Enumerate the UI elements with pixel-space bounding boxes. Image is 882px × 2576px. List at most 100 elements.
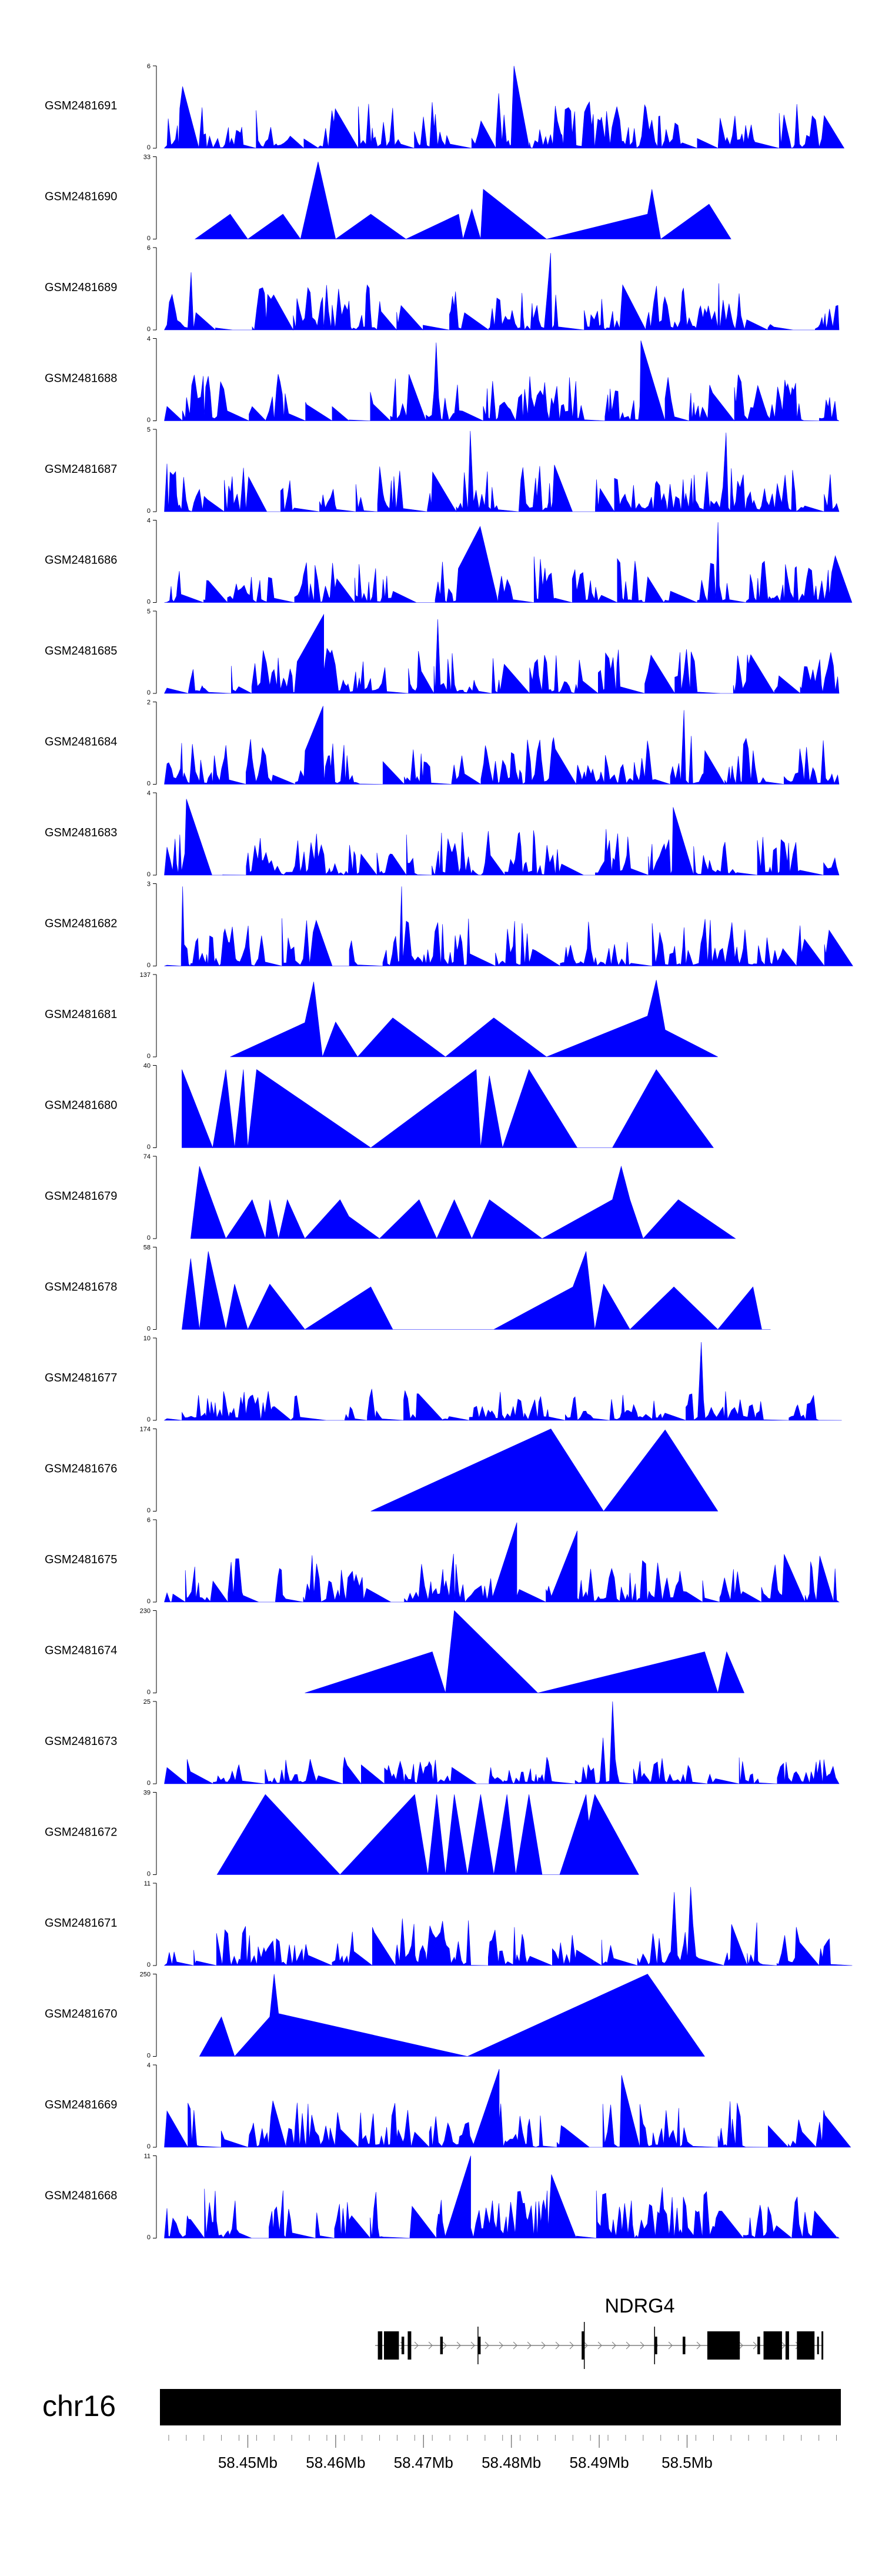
y-min-label: 0 [147, 1961, 151, 1968]
strand-arrow [442, 2341, 447, 2350]
gene-exon [401, 2337, 405, 2354]
chromosome-track: chr16 [42, 2389, 841, 2425]
track-label: GSM2481671 [45, 1917, 117, 1930]
gene-exon [785, 2331, 789, 2360]
gene-annotation-track: NDRG4 [375, 2295, 824, 2369]
track-label: GSM2481689 [45, 281, 117, 294]
y-min-label: 0 [147, 235, 151, 242]
gene-exon [407, 2331, 412, 2360]
y-min-label: 0 [147, 2234, 151, 2241]
signal-area [305, 1610, 745, 1694]
y-max-label: 250 [140, 1971, 151, 1978]
x-axis-tick-label: 58.49Mb [570, 2454, 629, 2471]
y-min-label: 0 [147, 1507, 151, 1514]
x-axis: 58.45Mb 58.46Mb 58.47Mb 58.48Mb 58.49Mb 58.5M… [168, 2435, 837, 2471]
track-GSM2481676: GSM2481676 174 0 [45, 1426, 719, 1514]
track-GSM2481677: GSM2481677 10 0 [45, 1335, 842, 1423]
gene-exon [377, 2331, 383, 2360]
track-label: GSM2481687 [45, 463, 117, 476]
track-GSM2481682: GSM2481682 3 0 [45, 881, 853, 969]
gene-exon [757, 2337, 760, 2354]
strand-arrow [569, 2341, 574, 2350]
track-GSM2481683: GSM2481683 4 0 [45, 790, 840, 878]
signal-area [199, 1974, 705, 2057]
signal-area [164, 253, 840, 331]
track-label: GSM2481676 [45, 1463, 117, 1476]
track-GSM2481670: GSM2481670 250 0 [45, 1971, 705, 2060]
strand-arrow [527, 2341, 532, 2350]
y-min-label: 0 [147, 1416, 151, 1423]
y-max-label: 4 [147, 790, 151, 797]
signal-area [164, 431, 840, 513]
strand-arrow [640, 2341, 644, 2350]
track-GSM2481669: GSM2481669 4 0 [45, 2062, 851, 2150]
track-label: GSM2481682 [45, 917, 117, 930]
signal-area [164, 522, 853, 603]
track-label: GSM2481672 [45, 1826, 117, 1839]
x-axis-tick-label: 58.45Mb [218, 2454, 278, 2471]
chromosome-label: chr16 [42, 2390, 116, 2422]
track-GSM2481684: GSM2481684 2 0 [45, 699, 840, 788]
gene-exon [821, 2331, 824, 2360]
strand-arrow [470, 2341, 475, 2350]
y-max-label: 137 [140, 972, 151, 979]
strand-arrow [612, 2341, 616, 2350]
signal-area [163, 1887, 853, 1967]
track-label: GSM2481681 [45, 1008, 117, 1021]
y-max-label: 230 [140, 1608, 151, 1615]
track-GSM2481680: GSM2481680 40 0 [45, 1063, 714, 1151]
strand-arrow [456, 2341, 461, 2350]
track-GSM2481690: GSM2481690 33 0 [45, 154, 731, 242]
signal-tracks: GSM248169160GSM2481690330GSM248168960GSM… [45, 63, 853, 2241]
y-max-label: 58 [143, 1244, 151, 1252]
track-label: GSM2481679 [45, 1190, 117, 1203]
signal-area [182, 1069, 714, 1149]
y-min-label: 0 [147, 144, 151, 151]
x-axis-tick-label: 58.46Mb [306, 2454, 365, 2471]
signal-area [163, 65, 845, 149]
x-axis-tick-label: 58.48Mb [482, 2454, 541, 2471]
strand-arrow [555, 2341, 560, 2350]
track-GSM2481673: GSM2481673 25 0 [45, 1699, 840, 1787]
y-max-label: 11 [144, 2153, 151, 2160]
track-label: GSM2481680 [45, 1099, 117, 1112]
track-GSM2481675: GSM2481675 6 0 [45, 1517, 840, 1605]
track-GSM2481672: GSM2481672 39 0 [45, 1790, 639, 1878]
y-max-label: 6 [147, 1517, 151, 1524]
y-min-label: 0 [147, 962, 151, 969]
signal-area [164, 2068, 851, 2148]
y-min-label: 0 [147, 599, 151, 606]
y-min-label: 0 [147, 508, 151, 515]
track-GSM2481679: GSM2481679 74 0 [45, 1153, 736, 1242]
signal-area [164, 799, 840, 876]
track-GSM2481685: GSM2481685 5 0 [45, 608, 840, 696]
track-label: GSM2481675 [45, 1553, 117, 1566]
y-min-label: 0 [147, 1144, 151, 1151]
y-max-label: 5 [147, 608, 151, 615]
gene-exon [817, 2337, 819, 2354]
y-max-label: 4 [147, 518, 151, 525]
y-min-label: 0 [147, 1326, 151, 1333]
y-max-label: 4 [147, 2062, 151, 2069]
signal-area [190, 1165, 736, 1239]
chromosome-ideogram [160, 2389, 841, 2425]
y-max-label: 6 [147, 63, 151, 70]
y-min-label: 0 [147, 326, 151, 333]
gene-exon [440, 2337, 443, 2354]
track-GSM2481678: GSM2481678 58 0 [45, 1244, 771, 1333]
track-label: GSM2481678 [45, 1281, 117, 1294]
track-label: GSM2481677 [45, 1372, 117, 1384]
y-max-label: 10 [143, 1335, 151, 1342]
signal-area [164, 886, 853, 967]
y-max-label: 25 [143, 1699, 151, 1706]
y-min-label: 0 [147, 2053, 151, 2060]
track-label: GSM2481690 [45, 191, 117, 203]
strand-arrow [753, 2341, 757, 2350]
y-max-label: 2 [147, 699, 151, 706]
y-min-label: 0 [147, 417, 151, 424]
track-label: GSM2481673 [45, 1735, 117, 1748]
track-GSM2481691: GSM2481691 6 0 [45, 63, 845, 151]
strand-arrow [739, 2341, 743, 2350]
strand-arrow [597, 2341, 602, 2350]
track-label: GSM2481683 [45, 826, 117, 839]
